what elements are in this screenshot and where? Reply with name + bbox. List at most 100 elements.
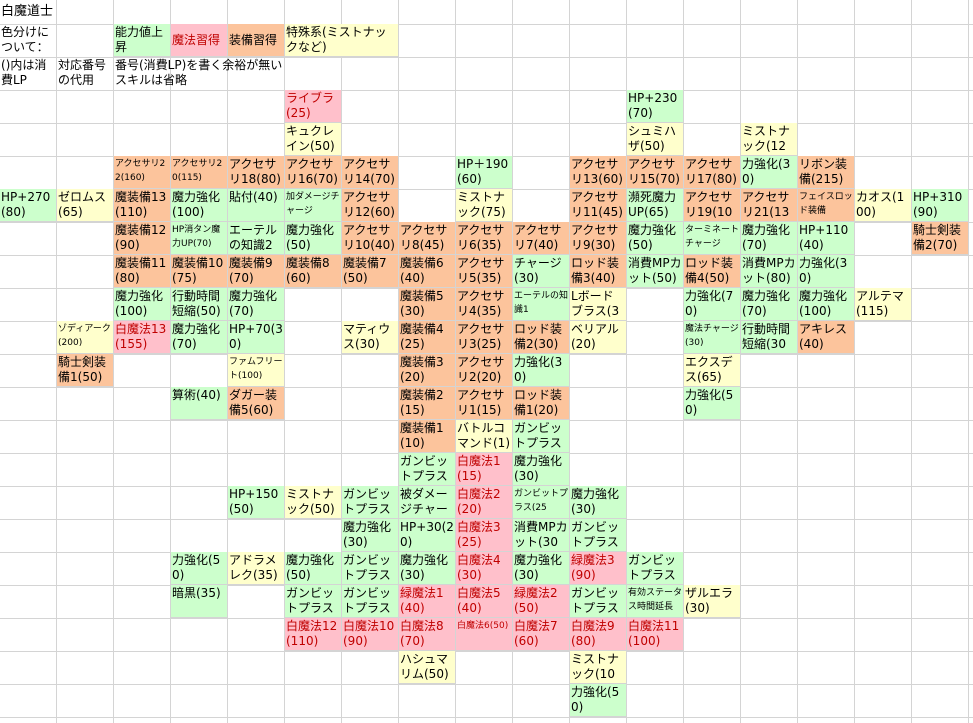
skill-cell[interactable]: 白魔法2(20) [456,486,513,519]
skill-cell[interactable]: アクセサリ10(40) [342,222,399,255]
skill-cell[interactable]: ミストナック(125) [741,123,798,156]
skill-cell[interactable]: 魔装備10(75) [171,255,228,288]
skill-cell[interactable]: 有効ステータス時間延長 [627,585,684,618]
skill-cell[interactable]: アクセサリ20(115) [171,156,228,189]
skill-cell[interactable]: アクセサリ6(35) [456,222,513,255]
skill-cell[interactable]: Lボードブラス(30) [570,288,627,321]
skill-cell[interactable]: ガンビットプラス(50 [570,585,627,618]
skill-cell[interactable]: 騎士剣装備2(70) [912,222,969,255]
skill-cell[interactable]: ライブラ(25) [285,90,342,123]
skill-cell[interactable]: エーテルの知識1 [513,288,570,321]
skill-cell[interactable]: アクセサリ15(70) [627,156,684,189]
skill-cell[interactable]: HP+30(20) [399,519,456,552]
skill-cell[interactable]: 力強化(50) [570,684,627,717]
skill-cell[interactable]: HP+310(90) [912,189,969,222]
legend-special[interactable]: 特殊系(ミストナックなど) [285,24,399,57]
skill-cell[interactable]: 魔法チャージ(30) [684,321,741,354]
skill-cell[interactable]: ハシュマリム(50) [399,651,456,684]
skill-cell[interactable]: ファムフリート(100) [228,354,285,387]
skill-cell[interactable]: HP+150(50) [228,486,285,519]
skill-cell[interactable]: 力強化(30) [741,156,798,189]
skill-cell[interactable]: 行動時間短縮(30 [741,321,798,354]
skill-cell[interactable]: 力強化(50) [684,387,741,420]
skill-cell[interactable]: 被ダメージチャージ [399,486,456,519]
skill-cell[interactable]: ロッド装備3(40) [570,255,627,288]
skill-cell[interactable]: 魔力強化(100) [171,189,228,222]
skill-cell[interactable]: アクセサリ14(70) [342,156,399,189]
skill-cell[interactable]: 白魔法9(80) [570,618,627,651]
skill-cell[interactable]: 魔力強化(30) [513,552,570,585]
skill-cell[interactable]: 白魔法5(40) [456,585,513,618]
skill-cell[interactable]: 行動時間短縮(50) [171,288,228,321]
skill-cell[interactable]: ロッド装備4(50) [684,255,741,288]
skill-cell[interactable]: マティウス(30) [342,321,399,354]
skill-cell[interactable]: ミストナック(75) [456,189,513,222]
skill-cell[interactable]: アルテマ(115) [855,288,912,321]
skill-cell[interactable]: ダガー装備5(60) [228,387,285,420]
skill-cell[interactable]: 消費MPカット(30 [513,519,570,552]
skill-cell[interactable]: ガンビットプラス(15 [513,420,570,453]
skill-cell[interactable]: 白魔法13(155) [114,321,171,354]
skill-cell[interactable]: HP+230(70) [627,90,684,123]
skill-cell[interactable]: ベリアル(20) [570,321,627,354]
skill-cell[interactable]: 魔装備9(70) [228,255,285,288]
legend-magic[interactable]: 魔法習得 [171,24,228,57]
skill-cell[interactable]: アクセサリ13(60) [570,156,627,189]
skill-cell[interactable]: 白魔法7(60) [513,618,570,651]
skill-cell[interactable]: 魔力強化(50) [627,222,684,255]
skill-cell[interactable]: HP+270(80) [0,189,57,222]
skill-cell[interactable]: アクセサリ16(70) [285,156,342,189]
skill-cell[interactable]: 魔力強化(50) [285,222,342,255]
skill-cell[interactable]: 魔装備6(40) [399,255,456,288]
legend-paren-note[interactable]: ()内は消費LP [1,58,47,87]
skill-cell[interactable]: 力強化(30) [798,255,855,288]
skill-cell[interactable]: エーテルの知識2 [228,222,285,255]
skill-cell[interactable]: アクセサリ19(100) [684,189,741,222]
legend-equip[interactable]: 装備習得 [228,24,285,57]
skill-cell[interactable]: 力強化(30) [513,354,570,387]
legend-color-note[interactable]: 色分けについて： [1,25,50,54]
skill-cell[interactable]: 魔装備5(30) [399,288,456,321]
skill-cell[interactable]: HP+110(40) [798,222,855,255]
skill-cell[interactable]: 加ダメージチャージ [285,189,342,222]
skill-cell[interactable]: アクセサリ21(130) [741,189,798,222]
skill-cell[interactable]: 魔力強化(30) [570,486,627,519]
skill-cell[interactable]: 力強化(50) [171,552,228,585]
skill-cell[interactable]: 消費MPカット(50) [627,255,684,288]
skill-cell[interactable]: 力強化(70) [684,288,741,321]
skill-cell[interactable]: アクセサリ1(15) [456,387,513,420]
skill-cell[interactable]: ガンビットプラス(35 [570,519,627,552]
skill-cell[interactable]: 白魔法1(15) [456,453,513,486]
skill-cell[interactable]: アクセサリ11(45) [570,189,627,222]
skill-cell[interactable]: アドラメレク(35) [228,552,285,585]
skill-cell[interactable]: 魔装備11(80) [114,255,171,288]
skill-cell[interactable]: アクセサリ22(160) [114,156,171,189]
skill-cell[interactable]: アクセサリ18(80) [228,156,285,189]
skill-cell[interactable]: エクスデス(65) [684,354,741,387]
skill-cell[interactable]: 算術(40) [171,387,228,420]
skill-cell[interactable]: 魔力強化(30) [399,552,456,585]
skill-cell[interactable]: リボン装備(215) [798,156,855,189]
skill-cell[interactable]: アクセサリ12(60) [342,189,399,222]
sheet-title[interactable]: 白魔道士 [1,4,54,19]
skill-cell[interactable]: 緑魔法1(40) [399,585,456,618]
skill-cell[interactable]: ザルエラ(30) [684,585,741,618]
skill-cell[interactable]: 魔装備4(25) [399,321,456,354]
skill-cell[interactable]: ガンビットプラス(25 [513,486,570,519]
skill-cell[interactable]: ミストナック(50) [285,486,342,519]
skill-cell[interactable]: アクセサリ7(40) [513,222,570,255]
skill-cell[interactable]: ガンビットプラス(40 [627,552,684,585]
skill-cell[interactable]: ゾディアーク(200) [57,321,114,354]
skill-cell[interactable]: アクセサリ2(20) [456,354,513,387]
skill-cell[interactable]: アキレス(40) [798,321,855,354]
skill-cell[interactable]: 暗黒(35) [171,585,228,618]
skill-cell[interactable]: 騎士剣装備1(50) [57,354,114,387]
skill-cell[interactable]: ガンビットプラス(30 [342,486,399,519]
legend-order-note[interactable]: 番号(消費LP)を書く余裕が無いスキルは省略 [115,58,283,87]
skill-cell[interactable]: 魔力強化(100) [798,288,855,321]
skill-cell[interactable]: 魔装備13(110) [114,189,171,222]
skill-cell[interactable]: 白魔法10(90) [342,618,399,651]
skill-cell[interactable]: 瀕死魔力UP(65) [627,189,684,222]
skill-cell[interactable]: ガンビットプラス(100 [285,585,342,618]
skill-cell[interactable]: 魔力強化(70) [171,321,228,354]
